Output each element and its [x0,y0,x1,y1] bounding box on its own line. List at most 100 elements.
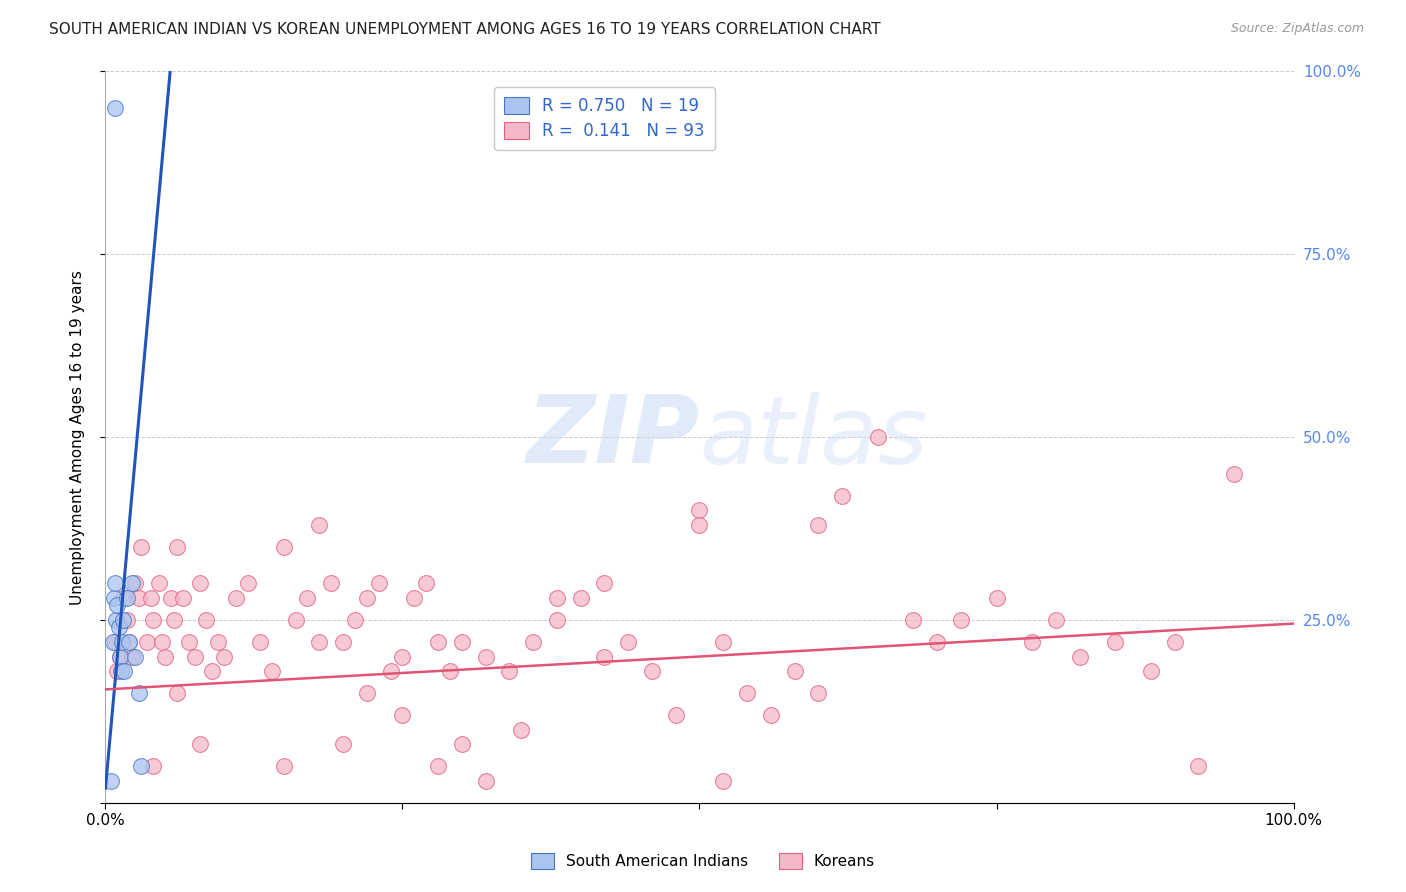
Point [121,649,143,664]
Point [139,591,162,605]
Point [986,591,1008,605]
Legend: South American Indians, Koreans: South American Indians, Koreans [524,847,882,875]
Point [391,708,413,723]
Point [260,664,283,678]
Point [114,664,136,678]
Y-axis label: Unemployment Among Ages 16 to 19 years: Unemployment Among Ages 16 to 19 years [70,269,84,605]
Point [118,635,141,649]
Point [415,576,437,591]
Point [450,737,472,751]
Point [783,664,806,678]
Point [148,576,170,591]
Text: atlas: atlas [700,392,928,483]
Point [356,591,378,605]
Point [107,620,129,634]
Point [689,517,711,532]
Point [166,686,188,700]
Point [129,759,152,773]
Point [124,649,146,664]
Point [546,591,568,605]
Point [807,517,830,532]
Point [115,591,138,605]
Point [474,649,496,664]
Point [111,635,134,649]
Text: Source: ZipAtlas.com: Source: ZipAtlas.com [1230,22,1364,36]
Point [1187,759,1209,773]
Point [831,489,853,503]
Point [903,613,925,627]
Point [118,635,141,649]
Point [225,591,247,605]
Point [641,664,664,678]
Point [115,613,138,627]
Point [1069,649,1091,664]
Point [128,686,150,700]
Point [128,591,150,605]
Point [195,613,218,627]
Point [112,613,135,627]
Point [1164,635,1187,649]
Text: SOUTH AMERICAN INDIAN VS KOREAN UNEMPLOYMENT AMONG AGES 16 TO 19 YEARS CORRELATI: SOUTH AMERICAN INDIAN VS KOREAN UNEMPLOY… [49,22,880,37]
Point [1223,467,1246,481]
Point [665,708,688,723]
Point [142,759,165,773]
Point [711,773,734,788]
Point [190,576,212,591]
Point [367,576,389,591]
Point [152,635,174,649]
Point [273,540,295,554]
Point [427,759,450,773]
Point [308,635,330,649]
Point [1140,664,1163,678]
Point [159,591,181,605]
Point [284,613,307,627]
Point [321,576,343,591]
Point [617,635,640,649]
Point [404,591,426,605]
Point [807,686,830,700]
Point [101,635,124,649]
Point [949,613,972,627]
Point [546,613,568,627]
Point [100,773,122,788]
Point [104,101,127,115]
Point [105,664,128,678]
Point [163,613,186,627]
Point [1045,613,1067,627]
Point [273,759,295,773]
Point [510,723,533,737]
Point [343,613,366,627]
Point [207,635,229,649]
Point [1104,635,1126,649]
Point [214,649,236,664]
Point [522,635,544,649]
Point [356,686,378,700]
Point [332,737,354,751]
Point [308,517,330,532]
Point [110,664,132,678]
Point [925,635,948,649]
Point [380,664,402,678]
Point [153,649,176,664]
Point [104,576,127,591]
Text: ZIP: ZIP [527,391,700,483]
Point [391,649,413,664]
Point [498,664,520,678]
Point [136,635,159,649]
Point [1021,635,1043,649]
Point [735,686,758,700]
Point [108,649,131,664]
Point [183,649,205,664]
Point [121,576,143,591]
Point [190,737,212,751]
Point [124,576,146,591]
Point [569,591,592,605]
Point [439,664,461,678]
Point [108,649,131,664]
Point [166,540,188,554]
Point [593,576,616,591]
Legend: R = 0.750   N = 19, R =  0.141   N = 93: R = 0.750 N = 19, R = 0.141 N = 93 [494,87,714,150]
Point [172,591,194,605]
Point [103,591,125,605]
Point [427,635,450,649]
